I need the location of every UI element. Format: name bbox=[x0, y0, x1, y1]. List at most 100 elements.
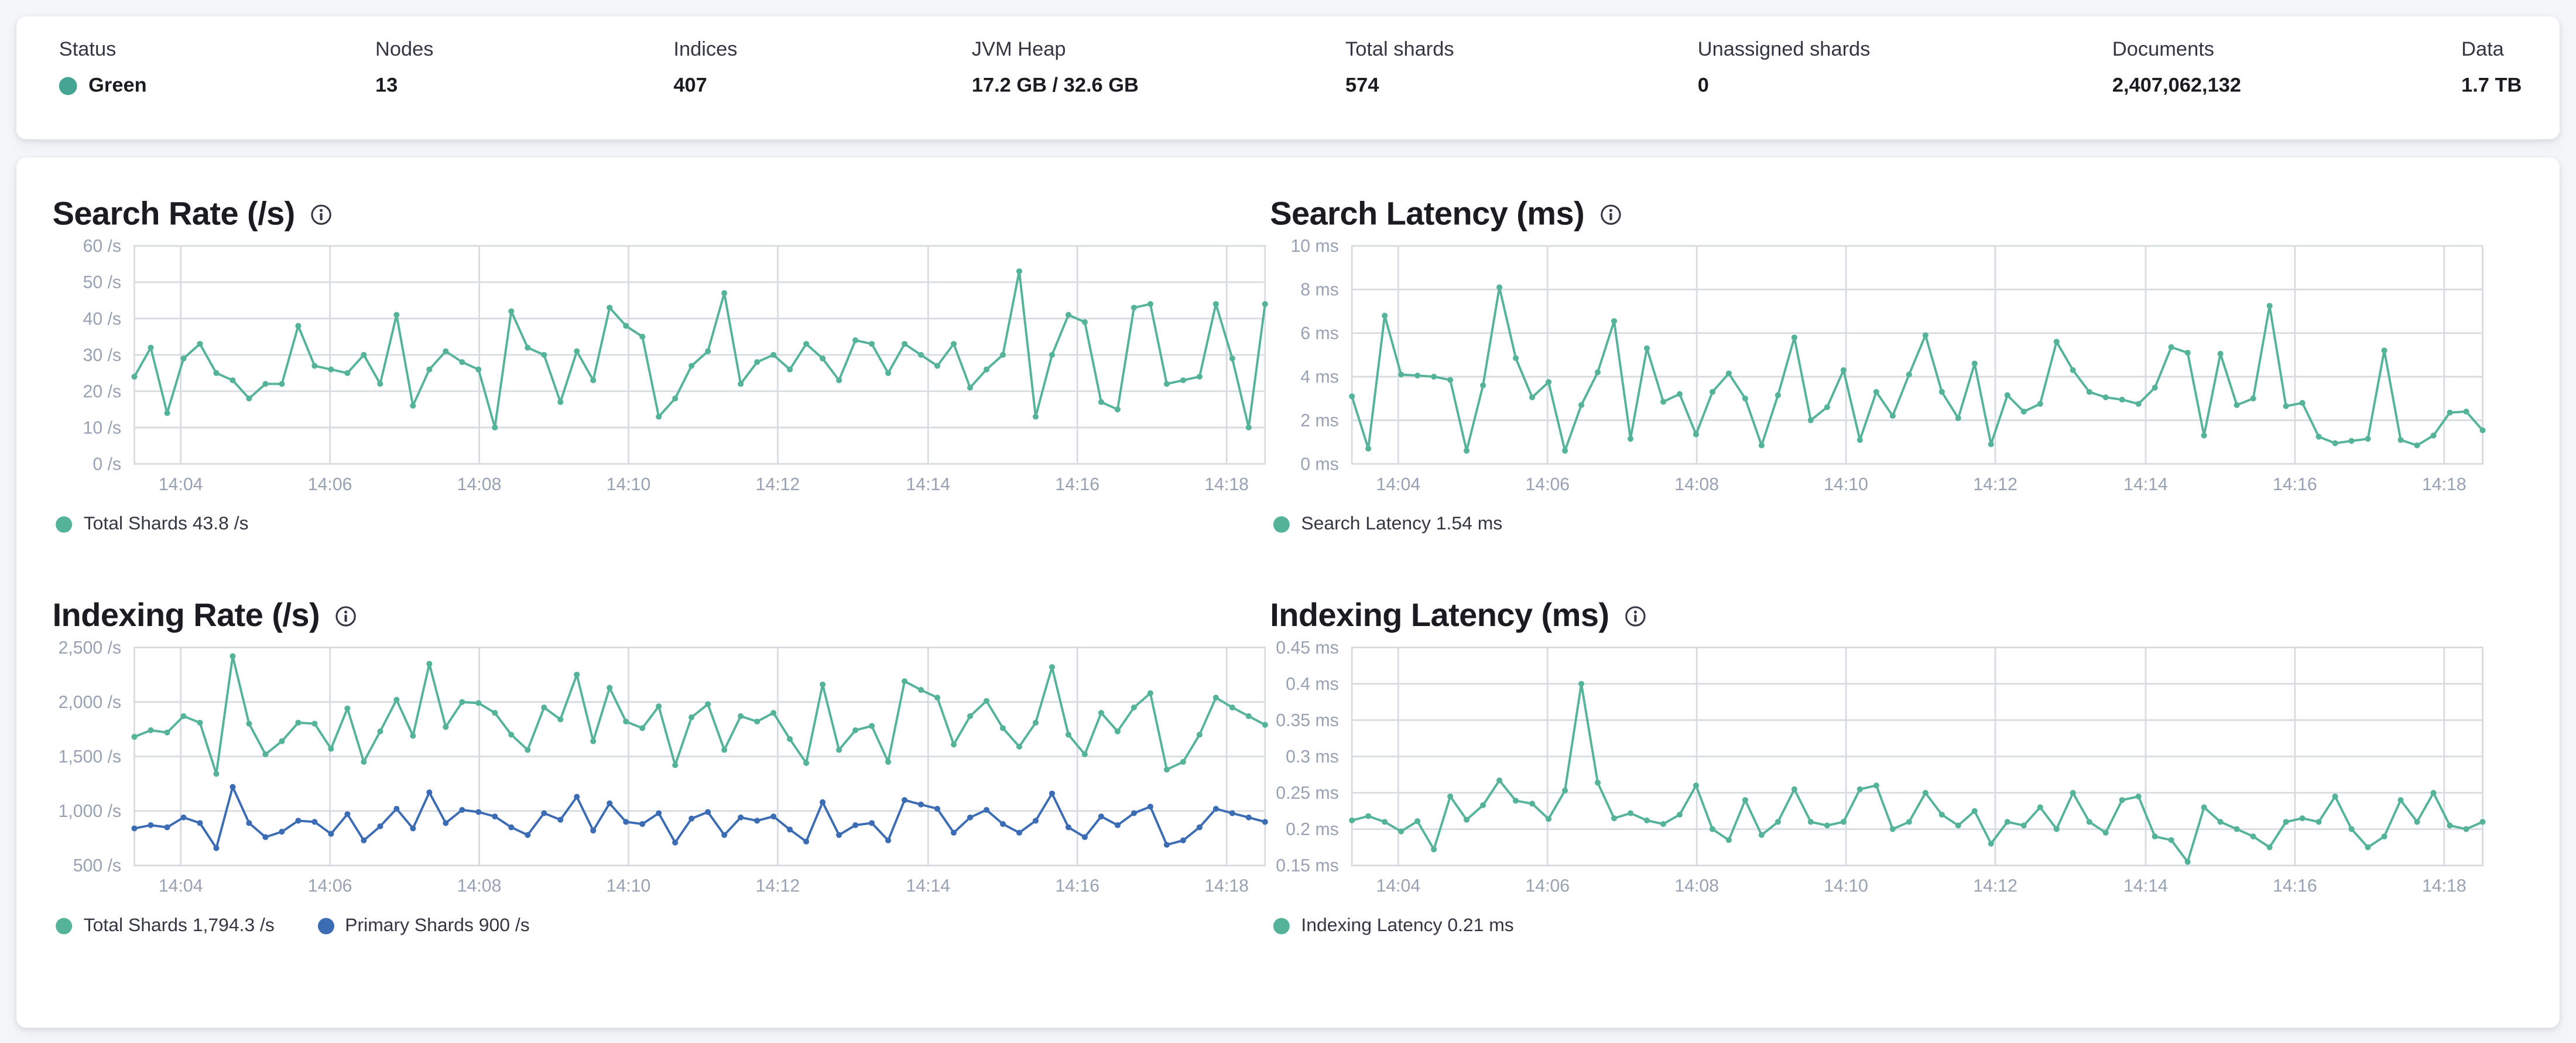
data-point bbox=[508, 824, 515, 830]
plot-border bbox=[1351, 647, 2483, 867]
stat-label: Total shards bbox=[1345, 37, 1454, 61]
data-point bbox=[1049, 664, 1055, 671]
data-point bbox=[1464, 447, 1470, 454]
info-icon[interactable] bbox=[334, 605, 357, 628]
stat-value: 0 bbox=[1697, 73, 1709, 97]
data-point bbox=[738, 713, 744, 719]
data-point bbox=[1414, 372, 1421, 379]
stat-jvm-heap: JVM Heap 17.2 GB / 32.6 GB bbox=[972, 37, 1139, 97]
status-value: Green bbox=[59, 74, 147, 97]
data-point bbox=[148, 727, 154, 733]
data-point bbox=[1971, 808, 1978, 814]
data-point bbox=[1032, 720, 1039, 726]
data-point bbox=[574, 794, 580, 800]
data-point bbox=[1922, 332, 1928, 338]
data-point bbox=[557, 716, 564, 723]
data-point bbox=[1594, 779, 1601, 786]
info-icon[interactable] bbox=[1599, 203, 1622, 226]
data-point bbox=[1114, 822, 1121, 829]
data-point bbox=[607, 305, 613, 311]
data-point bbox=[1480, 802, 1486, 808]
data-point bbox=[983, 366, 990, 372]
data-point bbox=[1229, 355, 1235, 362]
indexing-rate-plot[interactable]: 500 /s 1,000 /s 1,500 /s 2,000 /s 2,500 /s 14… bbox=[36, 641, 1273, 903]
data-point bbox=[1725, 370, 1732, 377]
data-point bbox=[2201, 804, 2207, 811]
data-point bbox=[2217, 819, 2224, 825]
data-point bbox=[459, 359, 465, 365]
data-point bbox=[672, 762, 679, 768]
data-point bbox=[1988, 840, 1994, 847]
data-point bbox=[1873, 389, 1879, 395]
data-point bbox=[1643, 345, 1650, 351]
search-latency-plot[interactable]: 0 ms 2 ms 4 ms 6 ms 8 ms 10 ms 14:04 14:06 14:08… bbox=[1253, 240, 2491, 502]
y-tick-label: 6 ms bbox=[1300, 324, 1338, 343]
chart-indexing-latency: Indexing Latency (ms) 0.15 ms 0.2 ms 0.25 … bbox=[1253, 591, 2491, 942]
stat-value: 17.2 GB / 32.6 GB bbox=[971, 73, 1139, 97]
data-point bbox=[2430, 432, 2437, 439]
data-point bbox=[393, 805, 400, 812]
data-point bbox=[1546, 379, 1552, 385]
data-point bbox=[1840, 819, 1847, 825]
data-point bbox=[1546, 816, 1552, 822]
data-point bbox=[475, 700, 482, 706]
y-tick-label: 0.15 ms bbox=[1276, 856, 1339, 876]
data-point bbox=[2381, 833, 2387, 840]
data-point bbox=[2447, 822, 2453, 829]
search-rate-plot[interactable]: 0 /s 10 /s 20 /s 30 /s 40 /s 50 /s 60 /s 14:04 1… bbox=[36, 240, 1273, 502]
series-line bbox=[133, 655, 1266, 775]
data-point bbox=[213, 370, 220, 377]
data-point bbox=[295, 818, 302, 824]
info-icon[interactable] bbox=[1624, 605, 1647, 628]
data-point bbox=[1693, 782, 1700, 789]
data-point bbox=[393, 312, 400, 318]
data-point bbox=[344, 370, 351, 377]
data-point bbox=[311, 363, 318, 369]
data-point bbox=[2020, 408, 2027, 415]
data-point bbox=[950, 829, 957, 836]
legend-color-dot bbox=[1273, 516, 1290, 533]
data-point bbox=[246, 395, 252, 402]
stat-label: JVM Heap bbox=[971, 37, 1066, 61]
indexing-latency-plot[interactable]: 0.15 ms 0.2 ms 0.25 ms 0.3 ms 0.35 ms 0.4 ms 0… bbox=[1253, 641, 2491, 903]
data-point bbox=[197, 720, 203, 726]
data-point bbox=[2283, 403, 2289, 409]
data-point bbox=[1660, 821, 1667, 827]
data-point bbox=[754, 818, 761, 824]
data-point bbox=[705, 701, 711, 707]
data-point bbox=[1775, 392, 1781, 398]
data-point bbox=[2365, 436, 2371, 442]
data-point bbox=[2332, 440, 2338, 446]
data-point bbox=[2217, 350, 2224, 357]
data-point bbox=[1212, 695, 1219, 701]
data-point bbox=[2397, 797, 2404, 803]
chart-header: Search Rate (/s) bbox=[36, 190, 1273, 240]
info-icon[interactable] bbox=[310, 203, 333, 226]
data-point bbox=[1856, 437, 1863, 443]
chart-legend: Search Latency 1.54 ms bbox=[1253, 508, 2491, 541]
data-point bbox=[1840, 367, 1847, 374]
data-point bbox=[2381, 347, 2387, 354]
data-point bbox=[2086, 389, 2092, 395]
data-point bbox=[574, 672, 580, 678]
data-point bbox=[934, 695, 941, 701]
data-point bbox=[2070, 367, 2076, 374]
data-point bbox=[344, 705, 351, 712]
legend-color-dot bbox=[1273, 918, 1290, 935]
series-line bbox=[1351, 682, 2484, 863]
data-point bbox=[999, 821, 1006, 827]
data-point bbox=[2119, 797, 2125, 803]
legend-item: Total Shards 43.8 /s bbox=[56, 515, 249, 534]
data-point bbox=[246, 720, 252, 727]
y-tick-label: 60 /s bbox=[83, 240, 122, 257]
data-point bbox=[1627, 810, 1634, 816]
data-point bbox=[2184, 350, 2191, 356]
data-point bbox=[1382, 819, 1388, 825]
legend-item: Total Shards 1,794.3 /s bbox=[56, 917, 275, 936]
data-point bbox=[688, 815, 695, 822]
data-point bbox=[852, 822, 859, 829]
data-point bbox=[623, 323, 629, 329]
y-tick-label: 0.35 ms bbox=[1276, 711, 1339, 730]
stat-value: 407 bbox=[673, 73, 707, 97]
data-point bbox=[492, 813, 498, 820]
